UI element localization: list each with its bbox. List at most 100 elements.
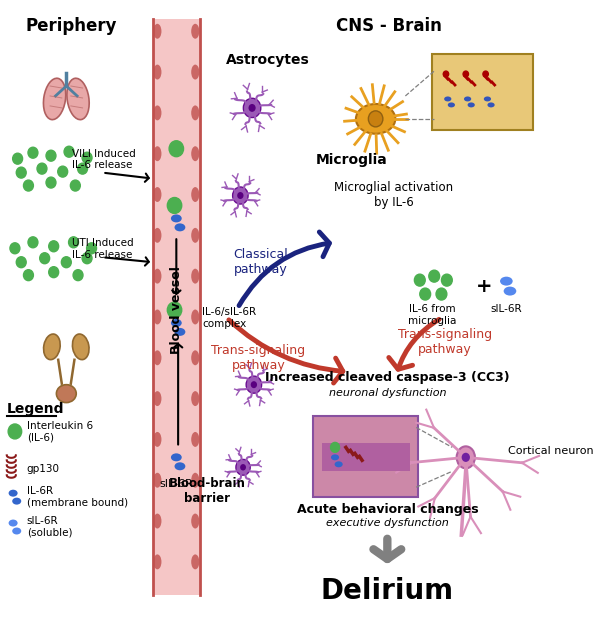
Ellipse shape xyxy=(191,513,199,528)
Text: sIL-6R
(soluble): sIL-6R (soluble) xyxy=(26,516,72,538)
Ellipse shape xyxy=(154,350,161,365)
Circle shape xyxy=(331,443,340,453)
Text: IL-6 from
microglia: IL-6 from microglia xyxy=(408,304,457,326)
Ellipse shape xyxy=(67,78,89,120)
Ellipse shape xyxy=(43,78,66,120)
Text: Microglial activation
by IL-6: Microglial activation by IL-6 xyxy=(334,180,453,208)
Text: Increased cleaved caspase-3 (CC3): Increased cleaved caspase-3 (CC3) xyxy=(265,371,509,384)
Text: +: + xyxy=(476,277,492,296)
Text: Interleukin 6
(IL-6): Interleukin 6 (IL-6) xyxy=(26,420,93,442)
Circle shape xyxy=(16,167,26,178)
Ellipse shape xyxy=(73,334,89,360)
Ellipse shape xyxy=(8,490,17,497)
Circle shape xyxy=(236,459,250,475)
Bar xyxy=(153,19,200,595)
Circle shape xyxy=(420,288,431,300)
Circle shape xyxy=(10,243,20,254)
Circle shape xyxy=(442,274,452,286)
Ellipse shape xyxy=(191,105,199,120)
Ellipse shape xyxy=(467,102,475,107)
Circle shape xyxy=(169,141,184,157)
Circle shape xyxy=(46,150,56,161)
Circle shape xyxy=(68,237,79,248)
Ellipse shape xyxy=(500,277,512,286)
Circle shape xyxy=(248,104,256,112)
Ellipse shape xyxy=(154,309,161,324)
Circle shape xyxy=(86,243,97,254)
Text: Blood-brain
barrier: Blood-brain barrier xyxy=(169,477,245,505)
Circle shape xyxy=(8,424,22,439)
Circle shape xyxy=(483,71,488,77)
Ellipse shape xyxy=(191,391,199,406)
Circle shape xyxy=(436,288,447,300)
Text: UTI Induced
IL-6 release: UTI Induced IL-6 release xyxy=(72,238,133,260)
Ellipse shape xyxy=(154,473,161,488)
Ellipse shape xyxy=(191,64,199,79)
Circle shape xyxy=(61,257,71,268)
Circle shape xyxy=(64,146,74,157)
Ellipse shape xyxy=(56,384,76,402)
Ellipse shape xyxy=(191,24,199,38)
Text: Acute behavioral changes: Acute behavioral changes xyxy=(296,503,478,516)
Circle shape xyxy=(167,302,182,318)
Circle shape xyxy=(28,147,38,158)
Ellipse shape xyxy=(191,187,199,202)
Text: CNS - Brain: CNS - Brain xyxy=(336,17,442,35)
Circle shape xyxy=(77,163,88,174)
Circle shape xyxy=(368,111,383,127)
Ellipse shape xyxy=(12,528,21,534)
Ellipse shape xyxy=(12,498,21,505)
Ellipse shape xyxy=(464,97,471,102)
FancyBboxPatch shape xyxy=(313,415,418,497)
Ellipse shape xyxy=(171,319,182,327)
Ellipse shape xyxy=(444,97,451,102)
Ellipse shape xyxy=(484,97,491,102)
Text: VILI Induced
IL-6 release: VILI Induced IL-6 release xyxy=(72,149,136,170)
Ellipse shape xyxy=(191,554,199,569)
Text: Microglia: Microglia xyxy=(316,153,387,167)
Text: sIL-6R: sIL-6R xyxy=(491,304,522,314)
Ellipse shape xyxy=(191,309,199,324)
Circle shape xyxy=(251,381,257,388)
Circle shape xyxy=(40,253,50,264)
Ellipse shape xyxy=(448,102,455,107)
Ellipse shape xyxy=(487,102,494,107)
FancyBboxPatch shape xyxy=(433,54,533,130)
Circle shape xyxy=(443,71,449,77)
Ellipse shape xyxy=(171,215,182,223)
Ellipse shape xyxy=(154,554,161,569)
Text: Periphery: Periphery xyxy=(26,17,118,35)
Ellipse shape xyxy=(356,104,395,134)
Text: Cortical neuron: Cortical neuron xyxy=(508,446,594,456)
Ellipse shape xyxy=(154,268,161,283)
Ellipse shape xyxy=(154,24,161,38)
Ellipse shape xyxy=(191,350,199,365)
Ellipse shape xyxy=(8,520,17,526)
Circle shape xyxy=(237,192,244,199)
Text: Astrocytes: Astrocytes xyxy=(226,53,309,67)
Ellipse shape xyxy=(154,146,161,161)
Ellipse shape xyxy=(175,223,185,231)
Text: executive dysfunction: executive dysfunction xyxy=(326,518,449,528)
Ellipse shape xyxy=(44,334,60,360)
Ellipse shape xyxy=(154,513,161,528)
Ellipse shape xyxy=(191,146,199,161)
Circle shape xyxy=(461,453,470,462)
Circle shape xyxy=(28,237,38,248)
Ellipse shape xyxy=(154,187,161,202)
Ellipse shape xyxy=(175,328,185,336)
Text: Blood vessel: Blood vessel xyxy=(170,266,183,354)
Circle shape xyxy=(73,270,83,281)
Text: gp130: gp130 xyxy=(26,464,59,474)
Circle shape xyxy=(37,163,47,174)
Ellipse shape xyxy=(154,105,161,120)
Circle shape xyxy=(246,376,262,393)
Circle shape xyxy=(46,177,56,188)
Ellipse shape xyxy=(191,473,199,488)
Text: Trans-signaling
pathway: Trans-signaling pathway xyxy=(398,328,492,356)
Ellipse shape xyxy=(191,268,199,283)
Circle shape xyxy=(244,99,261,118)
Circle shape xyxy=(13,153,23,164)
Ellipse shape xyxy=(335,461,343,467)
Circle shape xyxy=(23,270,34,281)
